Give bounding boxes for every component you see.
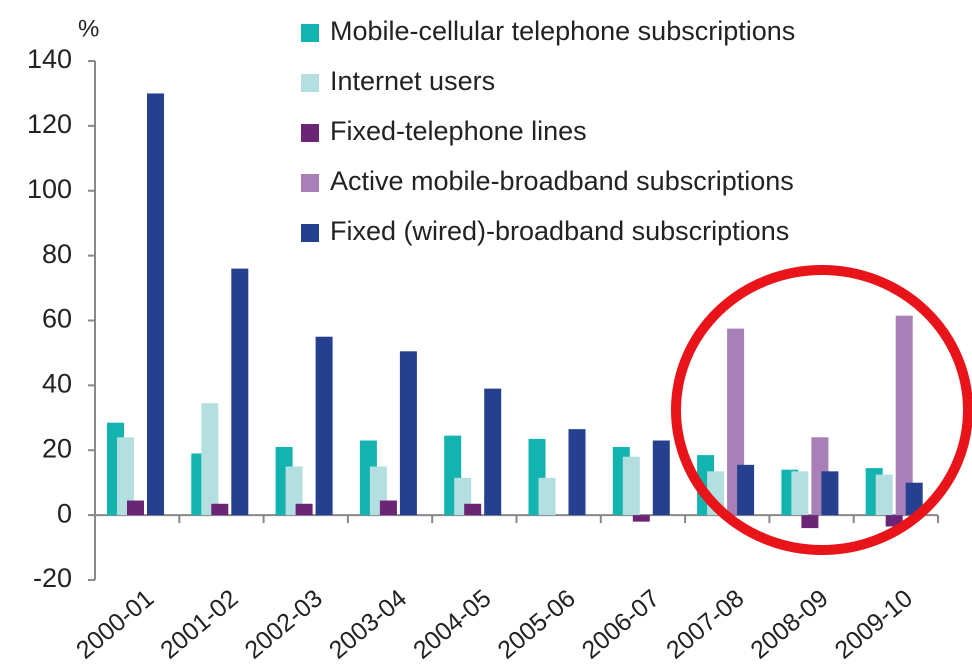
legend-label: Fixed-telephone lines (330, 116, 587, 146)
x-tick-label: 2002-03 (240, 584, 328, 664)
y-tick-label: 140 (27, 44, 72, 74)
legend-swatch (301, 124, 319, 142)
bar (652, 440, 670, 516)
y-tick-label: 80 (42, 239, 72, 269)
bar (484, 388, 502, 516)
legend-swatch (301, 224, 319, 242)
y-tick-label: 100 (27, 174, 72, 204)
legend-label: Fixed (wired)-broadband subscriptions (330, 216, 789, 246)
bar (622, 456, 640, 516)
bar (737, 464, 755, 516)
bar (632, 515, 650, 522)
legend-swatch (301, 24, 319, 42)
legend-label: Mobile-cellular telephone subscriptions (330, 16, 795, 46)
x-tick-label: 2001-02 (155, 584, 243, 664)
y-tick-label: -20 (33, 563, 72, 593)
bar (875, 474, 893, 516)
x-tick-label: 2004-05 (408, 584, 496, 664)
x-tick-label: 2007-08 (661, 584, 749, 664)
y-tick-label: 0 (57, 498, 72, 528)
bar (231, 268, 249, 516)
legend-label: Internet users (330, 66, 495, 96)
bar (464, 503, 482, 516)
bar (791, 471, 809, 516)
bar (295, 503, 313, 516)
x-tick-label: 2000-01 (71, 584, 159, 664)
legend-swatch (301, 174, 319, 192)
bar (801, 515, 819, 529)
bar (201, 403, 219, 516)
y-tick-label: 20 (42, 433, 72, 463)
x-tick-label: 2003-04 (324, 584, 412, 664)
bar (127, 500, 144, 516)
y-tick-label: 120 (27, 109, 72, 139)
x-tick-label: 2008-09 (745, 584, 833, 664)
bar (905, 482, 923, 516)
bar (147, 93, 164, 516)
bar (895, 315, 913, 516)
x-tick-label: 2009-10 (830, 584, 918, 664)
x-tick-label: 2005-06 (492, 584, 580, 664)
legend-swatch (301, 74, 319, 92)
bar (399, 351, 417, 516)
bar (379, 500, 397, 516)
highlight-circle (671, 265, 972, 555)
legend-label: Active mobile-broadband subscriptions (330, 166, 794, 196)
x-tick-label: 2006-07 (577, 584, 665, 664)
bar (885, 515, 903, 527)
y-axis-label: % (78, 15, 99, 42)
bar (821, 471, 839, 516)
bar (568, 429, 586, 516)
bar (538, 477, 556, 516)
bar (285, 466, 303, 516)
y-tick-label: 60 (42, 304, 72, 334)
bar (117, 437, 134, 516)
y-tick-label: 40 (42, 369, 72, 399)
bar (315, 336, 333, 516)
bar (211, 503, 229, 516)
